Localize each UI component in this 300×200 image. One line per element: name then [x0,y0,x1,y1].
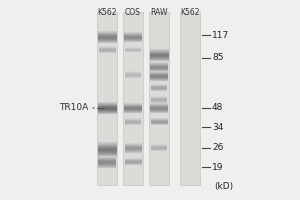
Text: 85: 85 [212,53,224,62]
Text: 19: 19 [212,162,224,171]
Text: 48: 48 [212,104,224,112]
Text: TR10A: TR10A [59,104,88,112]
Text: K562: K562 [180,8,200,17]
Bar [97,12,117,185]
Text: COS: COS [125,8,141,17]
Bar [149,12,169,185]
Bar [180,12,200,185]
Text: 34: 34 [212,122,224,132]
Text: RAW: RAW [150,8,168,17]
Text: K562: K562 [97,8,117,17]
Text: 26: 26 [212,144,224,152]
Text: 117: 117 [212,30,229,40]
Bar [123,12,143,185]
Text: (kD): (kD) [214,182,233,191]
